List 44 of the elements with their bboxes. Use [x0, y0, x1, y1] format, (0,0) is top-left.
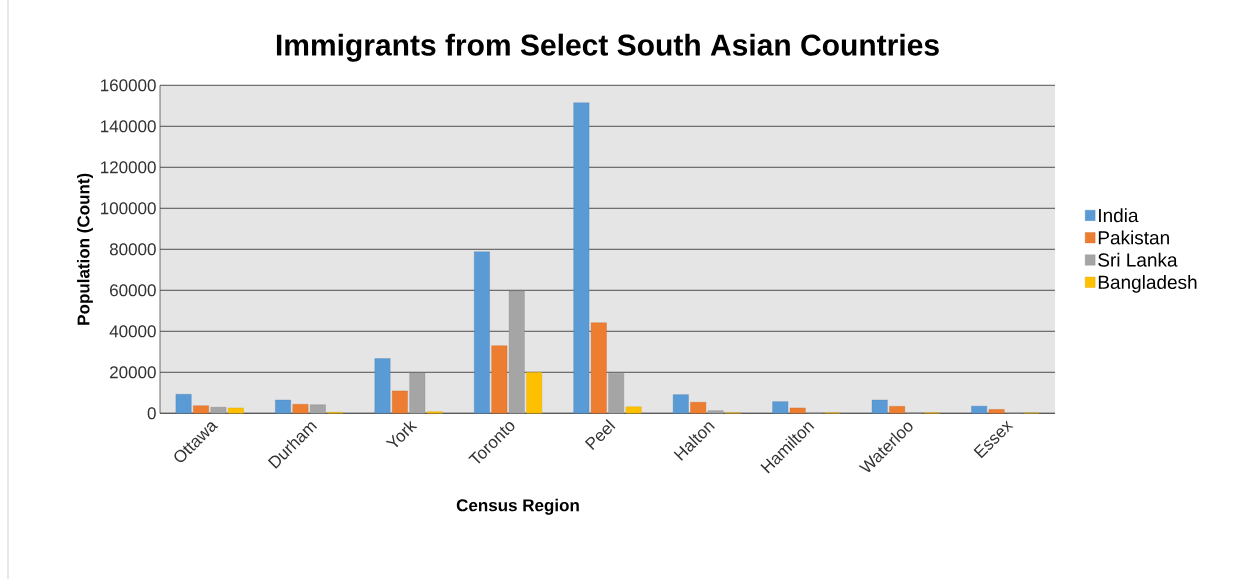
- y-tick-label: 60000: [110, 284, 156, 297]
- y-axis-title: Population (Count): [77, 173, 93, 325]
- chart-title: Immigrants from Select South Asian Countries: [276, 33, 939, 62]
- bar: [210, 407, 227, 414]
- bar: [508, 290, 525, 414]
- legend-label: Pakistan: [1098, 230, 1169, 245]
- legend-label: Bangladesh: [1098, 275, 1197, 293]
- bar: [275, 400, 291, 414]
- y-tick-label: 120000: [101, 161, 156, 174]
- y-tick-label: 0: [147, 407, 156, 420]
- bar: [573, 102, 590, 414]
- bar: [608, 373, 625, 414]
- bar: [772, 401, 789, 414]
- y-tick-label: 100000: [101, 202, 156, 215]
- y-tick-label: 80000: [109, 243, 156, 256]
- bar: [193, 405, 209, 414]
- bar: [310, 404, 326, 414]
- y-tick-label: 140000: [101, 120, 156, 133]
- bar: [474, 251, 490, 414]
- bar: [789, 408, 806, 414]
- bar: [292, 404, 309, 414]
- bar: [175, 394, 192, 414]
- bar: [227, 408, 244, 414]
- legend-label: India: [1099, 208, 1139, 223]
- bar: [409, 373, 426, 414]
- y-tick-label: 40000: [109, 325, 156, 338]
- bar: [707, 410, 724, 414]
- bar: [590, 322, 607, 414]
- x-tick-label: York: [385, 420, 418, 448]
- bar: [889, 406, 905, 414]
- bar: [988, 409, 1005, 414]
- bar: [871, 400, 888, 414]
- bar: [392, 391, 408, 414]
- x-axis-title: Census Region: [456, 499, 579, 515]
- bar: [526, 372, 543, 414]
- bar: [672, 394, 689, 414]
- bar: [971, 406, 988, 414]
- y-tick-label: 160000: [101, 79, 156, 92]
- legend-label: Sri Lanka: [1098, 252, 1178, 267]
- bar: [374, 358, 391, 414]
- bar: [690, 402, 707, 414]
- bar: [625, 406, 642, 414]
- bar: [491, 345, 508, 414]
- y-tick-label: 20000: [110, 366, 156, 379]
